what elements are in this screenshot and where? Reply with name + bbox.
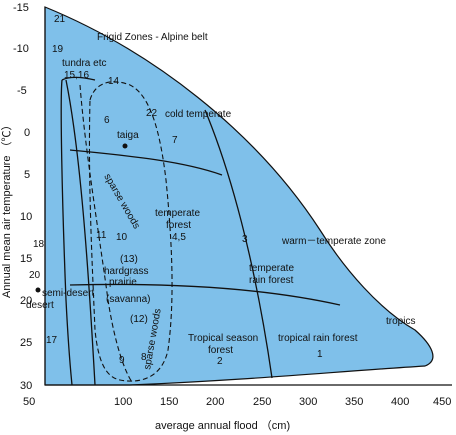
grassland-line [69,283,341,306]
y-tick: -15 [13,2,29,14]
zone-number-18: 18 [33,239,45,250]
x-tick: 400 [391,396,409,408]
zone-desert-label: desert [26,300,54,311]
forest-dashed-loop [88,81,173,382]
arid-right-boundary [65,79,96,386]
zone-number-9: 9 [119,355,125,366]
zone-number-12: (12) [130,314,148,325]
x-tick: 50 [23,396,35,408]
zone-number-1: 1 [317,349,323,360]
zone-number-15-16: 15,16 [64,70,89,81]
y-tick: -5 [17,85,27,97]
x-tick: 100 [114,396,132,408]
x-ticks: 50 100 150 200 250 300 350 400 450 [23,396,451,408]
zone-number-4-5: 4,5 [172,232,186,243]
zone-number-10: 10 [116,232,128,243]
x-tick: 300 [299,396,317,408]
zone-tropical-season-forest-label-2: forest [208,345,233,356]
taiga-marker [122,143,128,149]
cold-temperate-boundary [69,149,223,176]
zone-temperate-rain-forest-label-2: rain forest [249,275,294,286]
zone-number-14: 14 [108,76,120,87]
dashed-boundaries [79,81,173,383]
zone-semi-desert-label: semi-desert [42,288,94,299]
y-tick: 0 [24,127,30,139]
zone-frigid-label: Frigid Zones - Alpine belt [97,32,208,43]
y-tick: 20 [20,295,32,307]
y-tick: 25 [20,337,32,349]
zone-temperate-forest-label-2: forest [166,220,191,231]
zone-cold-temperate-label: cold temperate [165,109,232,120]
zone-tropical-rain-forest-label: tropical rain forest [278,333,358,344]
zone-boundaries [60,76,341,386]
zone-number-19: 19 [52,44,64,55]
zone-tundra-label: tundra etc [62,58,106,69]
x-tick: 350 [345,396,363,408]
x-tick: 450 [433,396,451,408]
zone-warm-temperate-label: warm－temperate zone [281,236,386,247]
x-tick: 150 [160,396,178,408]
y-tick: -10 [13,43,29,55]
zone-number-3: 3 [242,234,248,245]
y-ticks: -15 -10 -5 0 5 10 15 20 25 30 [13,2,32,392]
zone-number-11: 11 [96,230,107,241]
x-axis-title: average annual flood （cm) [155,419,290,432]
zone-tropical-season-forest-label: Tropical season [188,333,258,344]
zone-temperate-rain-forest-label: temperate [249,263,294,274]
zone-savanna-label: (savanna) [106,294,150,305]
zone-taiga-label: taiga [117,130,139,141]
zone-temperate-forest-label: temperate [155,208,200,219]
zone-number-22: 22 [146,108,158,119]
zone-number-21: 21 [54,14,66,25]
warm-temperate-line [204,109,273,379]
y-tick: 5 [24,169,30,181]
y-tick: 15 [20,253,32,265]
arid-left-boundary [60,79,73,386]
zone-number-13: (13) [120,254,138,265]
y-tick: 10 [20,211,32,223]
zone-number-6: 6 [104,115,110,126]
zone-hardgrass-label: hardgrass [104,266,148,277]
zone-prairie-label: prairie [109,277,137,288]
zone-number-20: 20 [29,270,41,281]
zone-number-2: 2 [217,356,223,367]
zone-number-17: 17 [46,335,58,346]
x-tick: 250 [253,396,271,408]
semi-desert-marker [35,287,41,293]
x-tick: 200 [206,396,224,408]
zone-number-7: 7 [172,135,178,146]
zone-tropics-label: tropics [386,316,415,327]
y-axis-title: Annual mean air temperature （℃） [0,119,13,298]
zone-number-8: 8 [141,352,147,363]
climate-region [44,6,434,386]
sparse-woods-dashed [79,84,133,383]
tundra-top-boundary [61,76,96,81]
y-tick: 30 [20,380,32,392]
